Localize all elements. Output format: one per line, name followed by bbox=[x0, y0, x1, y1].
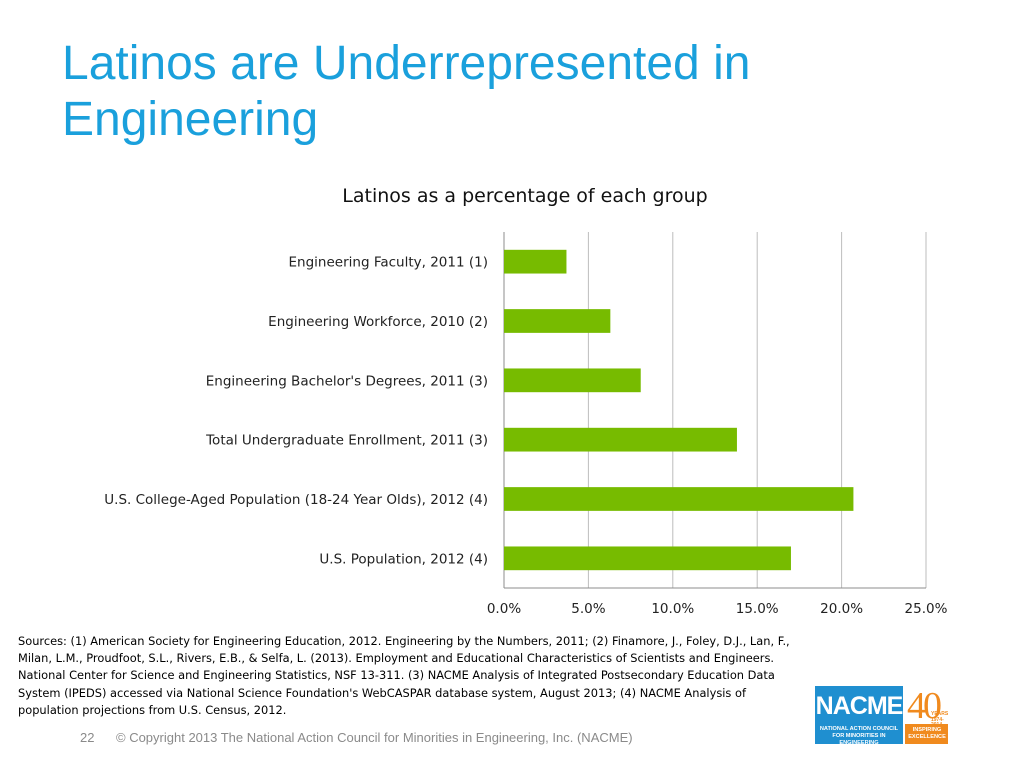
bars bbox=[504, 249, 854, 571]
forty-digits: 40 bbox=[907, 685, 942, 727]
category-label: Engineering Workforce, 2010 (2) bbox=[268, 314, 488, 330]
years-range: 1974-2014 bbox=[931, 716, 944, 728]
grid-lines bbox=[503, 232, 927, 589]
category-label: U.S. College-Aged Population (18-24 Year… bbox=[104, 492, 488, 508]
x-tick-label: 20.0% bbox=[820, 601, 863, 617]
bar bbox=[504, 249, 567, 274]
category-label: Total Undergraduate Enrollment, 2011 (3) bbox=[205, 433, 488, 449]
category-label: Engineering Faculty, 2011 (1) bbox=[289, 255, 488, 271]
bar bbox=[504, 427, 737, 452]
x-tick-label: 25.0% bbox=[905, 601, 948, 617]
nacme-logo: NACME NATIONAL ACTION COUNCIL FOR MINORI… bbox=[815, 685, 948, 746]
page-number: 22 bbox=[80, 730, 95, 745]
bar bbox=[504, 368, 641, 393]
bar bbox=[504, 546, 791, 571]
slide-title: Latinos are Underrepresented in Engineer… bbox=[62, 37, 751, 146]
bar-chart: Engineering Faculty, 2011 (1) Engineering… bbox=[104, 232, 948, 617]
tagline: INSPIRING EXCELLENCE bbox=[908, 727, 946, 740]
x-tick-label: 0.0% bbox=[487, 601, 521, 617]
x-tick-labels: 0.0% 5.0% 10.0% 15.0% 20.0% 25.0% bbox=[487, 601, 948, 617]
bar bbox=[504, 309, 611, 333]
sources-note: Sources: (1) American Society for Engine… bbox=[18, 634, 790, 717]
category-labels: Engineering Faculty, 2011 (1) Engineering… bbox=[104, 255, 488, 568]
forty-panel: 40 YEARS 1974-2014 bbox=[905, 685, 948, 728]
forty-years-badge: 40 YEARS 1974-2014 INSPIRING EXCELLENCE bbox=[905, 685, 948, 744]
nacme-logo-box: NACME NATIONAL ACTION COUNCIL FOR MINORI… bbox=[815, 686, 904, 746]
years-label: YEARS 1974-2014 bbox=[931, 711, 949, 729]
nacme-logo-subtitle: NATIONAL ACTION COUNCIL FOR MINORITIES I… bbox=[819, 726, 899, 746]
x-tick-label: 15.0% bbox=[736, 601, 779, 617]
x-tick-label: 5.0% bbox=[571, 601, 605, 617]
copyright-text: © Copyright 2013 The National Action Cou… bbox=[116, 730, 633, 745]
years-text: YEARS bbox=[931, 711, 949, 717]
nacme-wordmark: NACME bbox=[815, 692, 904, 720]
category-label: Engineering Bachelor's Degrees, 2011 (3) bbox=[206, 373, 488, 389]
footer: 22 © Copyright 2013 The National Action … bbox=[0, 730, 1024, 746]
chart-title: Latinos as a percentage of each group bbox=[342, 185, 708, 207]
bar bbox=[504, 487, 854, 511]
category-label: U.S. Population, 2012 (4) bbox=[319, 551, 488, 567]
x-tick-label: 10.0% bbox=[651, 601, 694, 617]
